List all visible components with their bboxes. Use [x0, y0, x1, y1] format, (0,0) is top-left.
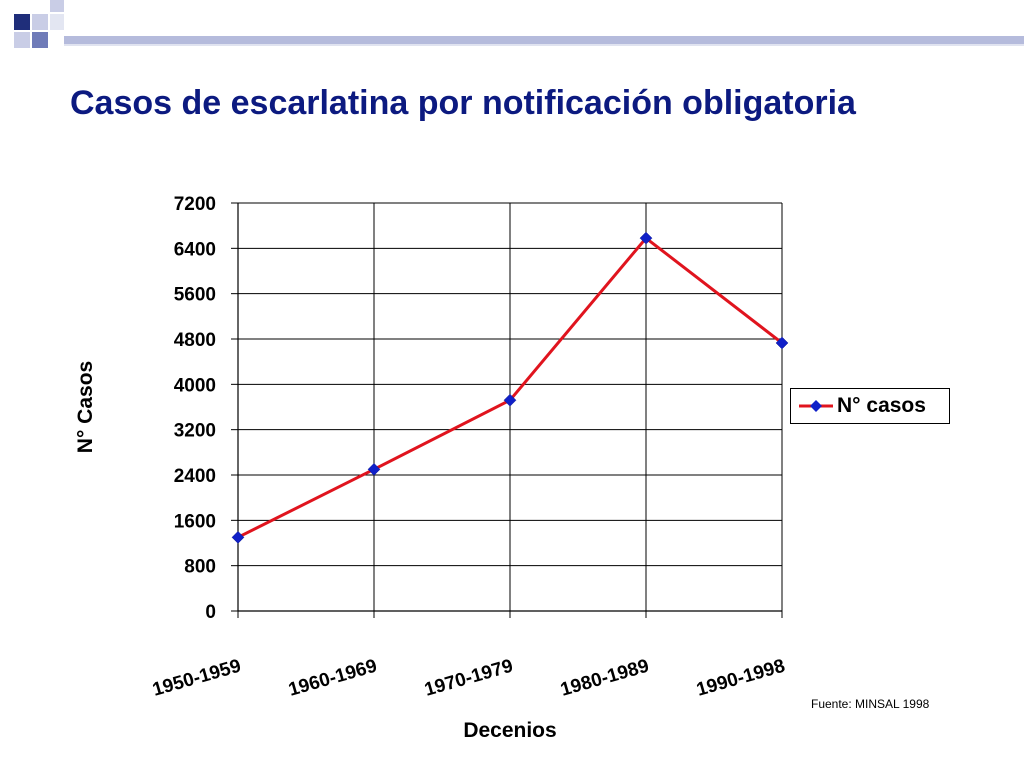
y-tick-label: 0 [205, 602, 216, 623]
x-ticks: 1950-1959 1960-1969 1970-1979 1980-1989 1990… [150, 656, 787, 701]
source-note: Fuente: MINSAL 1998 [811, 697, 930, 711]
y-tick-label: 2400 [174, 466, 216, 487]
header-bar [64, 36, 1024, 44]
series [231, 231, 789, 544]
legend-line-marker [799, 400, 833, 412]
x-axis-title: Decenios [463, 719, 556, 742]
axes [231, 202, 783, 618]
y-axis-title: N° Casos [74, 361, 97, 453]
legend-diamond-marker [810, 400, 822, 412]
y-tick-label: 800 [184, 557, 216, 578]
grid [237, 202, 783, 612]
corner-decoration [14, 0, 1024, 48]
y-tick-label: 4800 [174, 330, 216, 351]
x-tick-label: 1980-1989 [558, 656, 651, 701]
deco-square [32, 14, 48, 30]
x-tick-label: 1990-1998 [694, 656, 787, 701]
deco-square [50, 0, 64, 12]
x-tick-label: 1970-1979 [422, 656, 515, 701]
y-tick-label: 6400 [174, 239, 216, 260]
y-tick-label: 7200 [174, 194, 216, 215]
x-tick-label: 1960-1969 [286, 656, 379, 701]
y-tick-label: 5600 [174, 285, 216, 306]
y-tick-label: 1600 [174, 511, 216, 532]
deco-square [14, 32, 30, 48]
deco-square [14, 14, 30, 30]
data-point-marker [775, 336, 789, 350]
data-point-marker [503, 393, 517, 407]
x-tick-label: 1950-1959 [150, 656, 243, 701]
legend: N° casos [790, 388, 950, 424]
data-point-marker [231, 530, 245, 544]
data-point-marker [367, 462, 381, 476]
header-bar-shadow [64, 44, 1024, 46]
y-ticks: 0 800 1600 2400 3200 4000 4800 5600 6400 7200 [174, 194, 216, 623]
deco-square [32, 32, 48, 48]
y-tick-label: 4000 [174, 375, 216, 396]
legend-label: N° casos [837, 394, 926, 417]
deco-square [50, 14, 64, 30]
slide-title: Casos de escarlatina por notificación ob… [70, 84, 856, 122]
y-tick-label: 3200 [174, 421, 216, 442]
data-point-marker [639, 231, 653, 245]
